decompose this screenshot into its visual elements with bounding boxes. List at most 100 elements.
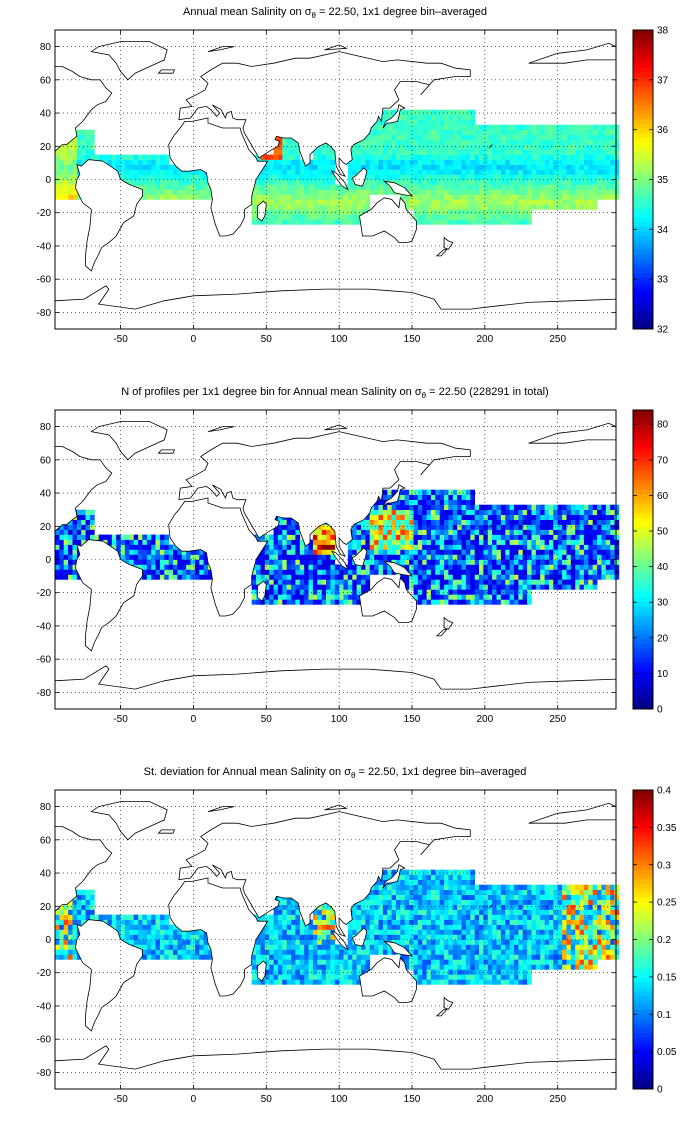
data-cell bbox=[583, 134, 589, 140]
data-cell bbox=[286, 534, 292, 540]
data-cell bbox=[575, 559, 580, 565]
data-cell bbox=[146, 184, 152, 190]
data-cell bbox=[273, 534, 279, 540]
data-cell bbox=[461, 139, 467, 145]
data-cell bbox=[527, 139, 532, 145]
data-cell bbox=[98, 154, 104, 160]
data-cell bbox=[500, 564, 506, 570]
data-cell bbox=[277, 949, 283, 955]
x-tick-label: 250 bbox=[549, 334, 566, 345]
data-cell bbox=[400, 514, 405, 520]
colorbar-segment bbox=[633, 118, 653, 124]
data-cell bbox=[55, 169, 60, 175]
data-cell bbox=[614, 549, 620, 555]
data-cell bbox=[295, 904, 301, 910]
data-cell bbox=[505, 184, 510, 190]
data-cell bbox=[369, 179, 375, 185]
data-cell bbox=[264, 169, 270, 175]
data-cell bbox=[465, 549, 471, 555]
data-cell bbox=[439, 164, 445, 170]
data-cell bbox=[474, 214, 480, 220]
data-cell bbox=[181, 559, 187, 565]
data-cell bbox=[566, 184, 572, 190]
colorbar-segment bbox=[633, 263, 653, 269]
data-cell bbox=[553, 559, 558, 565]
data-cell bbox=[430, 209, 436, 215]
data-cell bbox=[63, 184, 69, 190]
data-cell bbox=[514, 574, 519, 580]
data-cell bbox=[413, 569, 419, 575]
data-cell bbox=[426, 119, 432, 125]
data-cell bbox=[59, 164, 65, 170]
data-cell bbox=[387, 144, 392, 150]
data-cell bbox=[164, 564, 169, 570]
data-cell bbox=[439, 544, 445, 550]
data-cell bbox=[190, 944, 196, 950]
data-cell bbox=[566, 159, 572, 165]
data-cell bbox=[308, 944, 314, 950]
data-cell bbox=[518, 189, 524, 195]
data-cell bbox=[597, 554, 602, 560]
data-cell bbox=[256, 979, 261, 985]
data-cell bbox=[444, 519, 449, 525]
data-cell bbox=[72, 544, 78, 550]
data-cell bbox=[522, 594, 528, 600]
data-cell bbox=[597, 189, 602, 195]
data-cell bbox=[317, 539, 322, 545]
data-cell bbox=[400, 109, 405, 115]
data-cell bbox=[81, 519, 86, 525]
data-cell bbox=[142, 189, 148, 195]
data-cell bbox=[124, 914, 130, 920]
data-cell bbox=[544, 144, 550, 150]
data-cell bbox=[85, 889, 91, 895]
data-cell bbox=[391, 124, 397, 130]
data-cell bbox=[68, 534, 73, 540]
data-cell bbox=[500, 559, 506, 565]
data-cell bbox=[474, 589, 480, 595]
data-cell bbox=[492, 564, 497, 570]
data-cell bbox=[277, 599, 283, 605]
data-cell bbox=[426, 159, 432, 165]
data-cell bbox=[142, 944, 148, 950]
data-cell bbox=[549, 509, 554, 515]
data-cell bbox=[583, 169, 589, 175]
data-cell bbox=[286, 904, 292, 910]
data-cell bbox=[566, 529, 572, 535]
data-cell bbox=[479, 169, 484, 175]
data-cell bbox=[251, 204, 257, 210]
data-cell bbox=[509, 514, 515, 520]
y-tick-label: -60 bbox=[37, 275, 52, 286]
data-cell bbox=[352, 564, 357, 570]
data-cell bbox=[312, 909, 318, 915]
data-cell bbox=[527, 519, 532, 525]
colorbar-segment bbox=[633, 680, 653, 687]
data-cell bbox=[151, 944, 156, 950]
data-cell bbox=[251, 979, 257, 985]
data-cell bbox=[317, 549, 322, 555]
data-cell bbox=[326, 914, 331, 920]
data-cell bbox=[430, 589, 436, 595]
data-cell bbox=[597, 154, 602, 160]
data-cell bbox=[487, 219, 493, 225]
data-cell bbox=[583, 139, 589, 145]
data-cell bbox=[417, 169, 423, 175]
data-cell bbox=[592, 524, 598, 530]
data-cell bbox=[339, 194, 344, 200]
data-cell bbox=[107, 539, 113, 545]
data-cell bbox=[326, 949, 331, 955]
data-cell bbox=[330, 599, 336, 605]
data-cell bbox=[413, 144, 419, 150]
data-cell bbox=[387, 124, 392, 130]
data-cell bbox=[68, 189, 73, 195]
data-cell bbox=[426, 129, 432, 135]
data-cell bbox=[378, 139, 384, 145]
colorbar-segment bbox=[633, 559, 653, 565]
data-cell bbox=[146, 179, 152, 185]
data-cell bbox=[579, 124, 585, 130]
data-cell bbox=[470, 139, 475, 145]
colorbar-segment bbox=[633, 277, 653, 283]
data-cell bbox=[610, 189, 615, 195]
data-cell bbox=[181, 184, 187, 190]
data-cell bbox=[426, 204, 432, 210]
data-cell bbox=[601, 124, 607, 130]
